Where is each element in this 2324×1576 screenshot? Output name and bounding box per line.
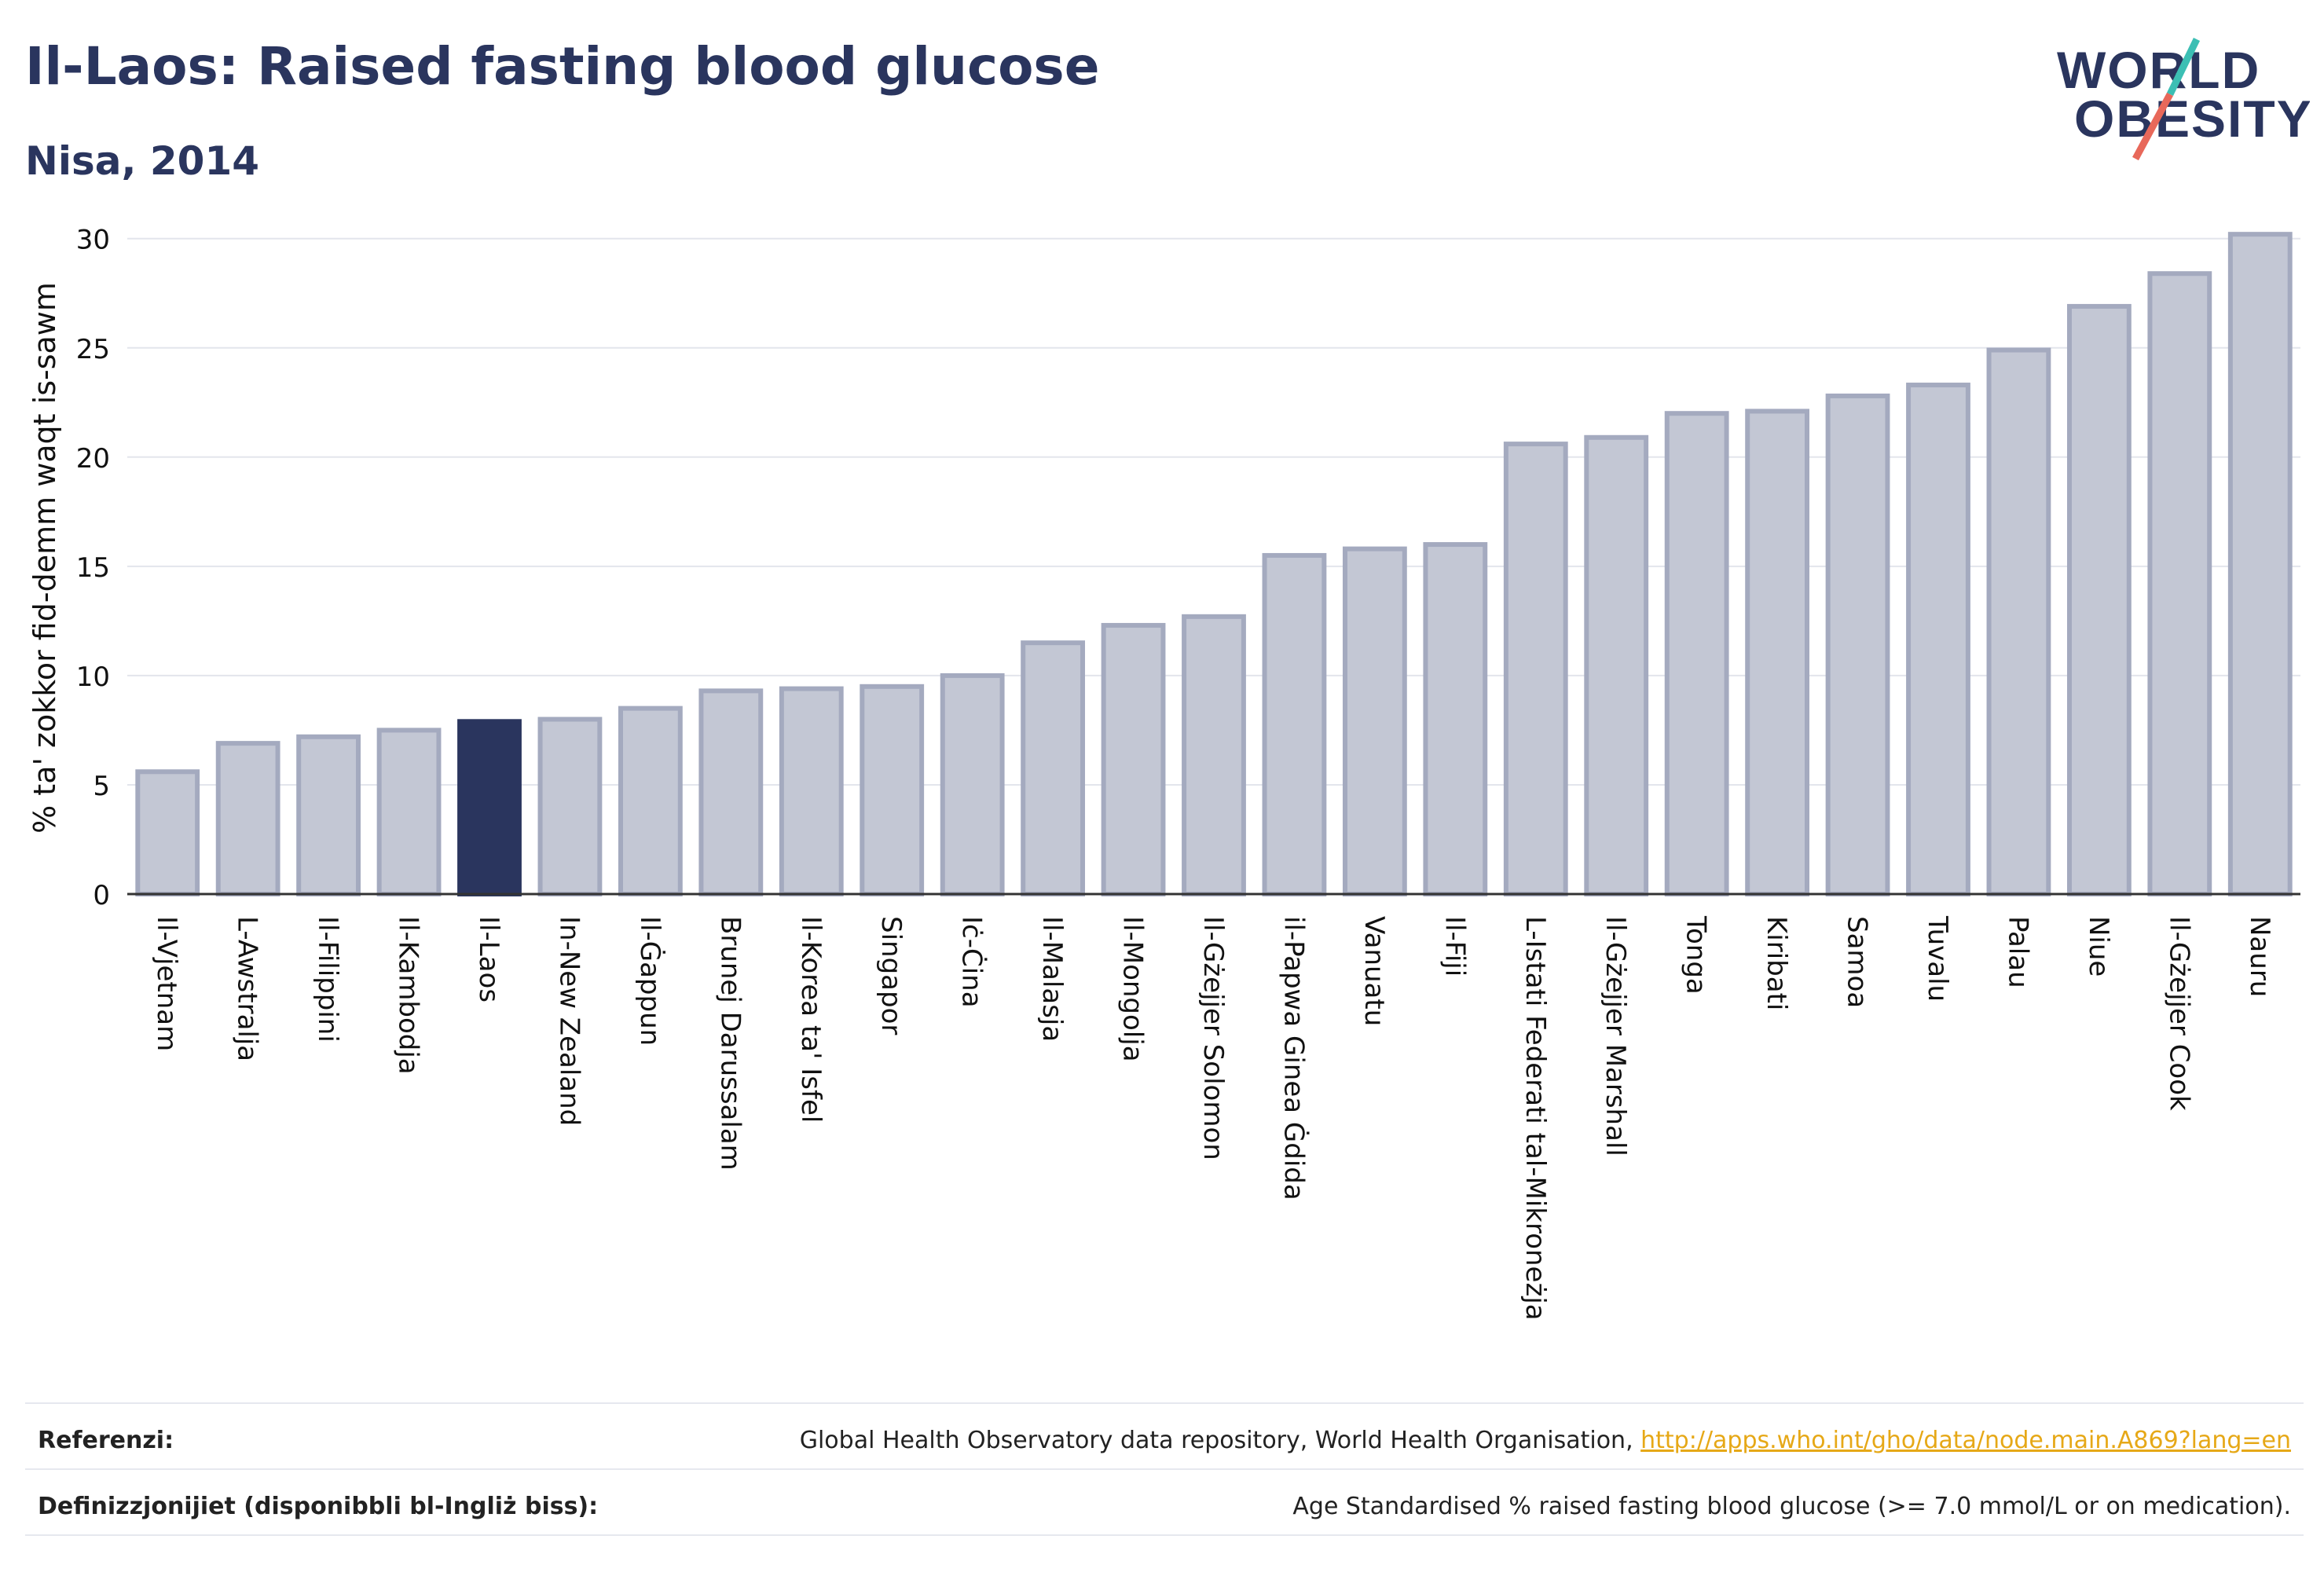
bar	[1423, 542, 1488, 896]
bar	[1021, 640, 1086, 896]
bar	[779, 686, 844, 896]
x-tick-label: Il-Gżejjer Marshall	[1600, 916, 1631, 1156]
bar	[618, 706, 683, 896]
bar	[1664, 411, 1729, 896]
definitions-value: Age Standardised % raised fasting blood …	[1292, 1493, 2291, 1520]
bar	[1262, 552, 1327, 896]
bar-highlight	[457, 719, 522, 896]
bar	[1182, 614, 1246, 896]
x-tick-label: il-Papwa Ginea Ġdida	[1277, 916, 1310, 1200]
definitions-label: Definizzjonijiet (disponibbli bl-Ingliż …	[38, 1493, 599, 1520]
x-tick-label: Samoa	[1842, 916, 1873, 1008]
x-tick-label: Palau	[2002, 916, 2033, 988]
x-tick-label: L-Istati Federati tal-Mikroneżja	[1519, 916, 1551, 1321]
bar	[2227, 232, 2293, 896]
x-tick-label: Il-Ġappun	[634, 916, 666, 1046]
bar	[135, 769, 200, 896]
logo-line1: WORLD	[2057, 41, 2260, 99]
bar	[376, 728, 442, 897]
y-tick-label: 25	[76, 334, 110, 365]
logo-slash-teal	[2166, 38, 2201, 96]
y-tick-label: 5	[93, 771, 110, 802]
x-tick-labels: Il-Vjetnam L-Awstralja Il-Filippini Il-Kamb…	[151, 915, 2275, 1321]
x-tick-label: Il-Malasja	[1036, 916, 1068, 1042]
x-tick-label: Il-Kambodja	[393, 916, 424, 1075]
x-tick-label: Tonga	[1681, 915, 1712, 995]
bar	[1745, 409, 1810, 896]
footer-divider-top	[25, 1402, 2304, 1404]
bar	[1342, 546, 1407, 896]
bar	[940, 673, 1005, 897]
references-row: Referenzi: Global Health Observatory dat…	[25, 1409, 2304, 1471]
y-tick-label: 0	[93, 880, 110, 911]
footer-divider-bottom	[25, 1534, 2304, 1536]
y-tick-label: 15	[76, 552, 110, 584]
bar	[1503, 442, 1568, 896]
x-tick-label: Il-Laos	[473, 916, 504, 1002]
y-axis-label: % ta' zokkor fid-demm waqt is-sawm	[27, 282, 62, 834]
bar	[215, 741, 280, 896]
x-tick-label: Il-Korea ta' Isfel	[795, 916, 827, 1123]
x-tick-label: Kiribati	[1761, 916, 1792, 1010]
x-tick-label: Niue	[2083, 916, 2114, 977]
y-tick-labels: 0 5 10 15 20 25 30	[76, 225, 110, 911]
bar	[1101, 622, 1166, 896]
x-tick-label: Iċ-Ċina	[956, 916, 988, 1008]
bar	[1584, 434, 1649, 896]
bar	[2147, 271, 2212, 896]
world-obesity-logo: WORLD OBESITY	[2057, 38, 2310, 161]
references-value: Global Health Observatory data repositor…	[800, 1427, 2291, 1454]
y-tick-label: 10	[76, 662, 110, 693]
x-tick-label: In-New Zealand	[553, 916, 585, 1126]
footer-divider-middle	[25, 1468, 2304, 1470]
references-text: Global Health Observatory data repositor…	[799, 1427, 1641, 1454]
x-tick-label: Tuvalu	[1922, 915, 1953, 1002]
x-tick-label: Singapor	[875, 916, 907, 1035]
y-tick-label: 30	[76, 225, 110, 256]
bar	[2066, 303, 2132, 896]
bars	[135, 232, 2293, 897]
x-tick-label: L-Awstralja	[232, 916, 263, 1061]
bar	[698, 688, 764, 896]
x-tick-label: Il-Vjetnam	[151, 916, 182, 1051]
bar	[1906, 383, 1970, 896]
bar	[537, 717, 603, 896]
logo-slash-coral	[2132, 92, 2173, 161]
bar	[296, 734, 361, 896]
references-link[interactable]: http://apps.who.int/gho/data/node.main.A…	[1640, 1427, 2291, 1454]
bar	[1825, 393, 1890, 896]
x-tick-label: Il-Mongolja	[1117, 916, 1149, 1062]
bar-chart: 0 5 10 15 20 25 30 Il-Vjetnam L-Awstralja Il-Fil…	[27, 225, 2300, 1321]
chart-subtitle: Nisa, 2014	[25, 138, 260, 184]
definitions-row: Definizzjonijiet (disponibbli bl-Ingliż …	[25, 1475, 2304, 1537]
x-tick-label: Il-Filippini	[312, 916, 343, 1043]
x-tick-label: Il-Fiji	[1439, 916, 1470, 977]
logo-line2: OBESITY	[2074, 90, 2310, 148]
x-tick-label: Vanuatu	[1358, 916, 1390, 1026]
bar	[860, 684, 925, 896]
chart-title: Il-Laos: Raised fasting blood glucose	[25, 36, 1100, 97]
references-label: Referenzi:	[38, 1427, 174, 1454]
y-tick-label: 20	[76, 443, 110, 475]
x-tick-label: Nauru	[2244, 916, 2275, 997]
x-tick-label: Il-Gżejjer Solomon	[1197, 916, 1229, 1160]
x-tick-label: Il-Gżejjer Cook	[2163, 916, 2194, 1111]
x-tick-label: Brunej Darussalam	[714, 916, 746, 1171]
bar	[1986, 347, 2051, 896]
